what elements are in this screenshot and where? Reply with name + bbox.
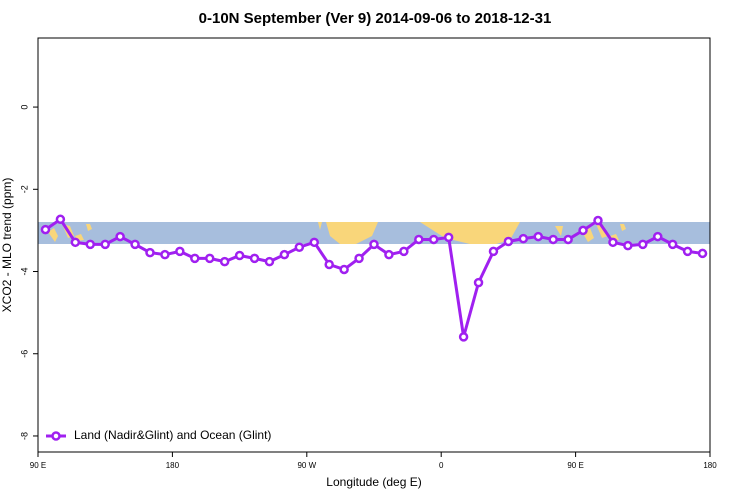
land-patch <box>318 222 378 244</box>
point <box>548 234 558 245</box>
y-tick-label: -6 <box>19 350 29 358</box>
point <box>533 231 544 242</box>
point <box>578 225 588 236</box>
x-axis-label: Longitude (deg E) <box>326 475 421 489</box>
point <box>488 246 499 257</box>
point <box>503 236 514 247</box>
point <box>324 259 334 270</box>
point <box>384 249 394 260</box>
point <box>294 242 305 253</box>
point <box>70 237 81 248</box>
point <box>667 239 678 250</box>
point <box>55 214 66 225</box>
point <box>100 239 110 250</box>
point <box>638 239 648 250</box>
x-tick-label: 90 W <box>297 461 316 470</box>
point <box>428 234 439 245</box>
point <box>219 256 230 267</box>
point <box>279 249 290 260</box>
point <box>399 246 409 257</box>
point <box>40 224 51 235</box>
x-tick-label: 90 E <box>567 461 583 470</box>
point <box>339 264 349 275</box>
y-axis-label: XCO2 - MLO trend (ppm) <box>0 178 14 313</box>
point <box>234 250 245 261</box>
point <box>443 232 454 243</box>
land-patch <box>555 224 626 242</box>
point <box>85 239 96 250</box>
plot-frame <box>37 37 711 453</box>
point <box>697 248 708 259</box>
point <box>115 231 125 242</box>
land-patch <box>420 222 520 244</box>
y-tick-label: -8 <box>19 432 29 440</box>
point <box>608 237 618 248</box>
x-tick-label: 180 <box>703 461 717 470</box>
y-tick-label: -4 <box>19 268 29 276</box>
point <box>204 253 215 264</box>
point <box>458 332 469 342</box>
point <box>175 246 185 257</box>
point <box>414 234 424 245</box>
x-tick-label: 90 E <box>30 461 46 470</box>
point <box>249 253 260 264</box>
point <box>309 237 320 248</box>
y-tick-label: 0 <box>19 105 29 110</box>
chart-title: 0-10N September (Ver 9) 2014-09-06 to 20… <box>199 10 552 27</box>
point <box>518 233 529 244</box>
y-tick-label: -2 <box>19 185 29 193</box>
point <box>369 239 379 250</box>
point <box>190 253 200 264</box>
point <box>593 215 603 226</box>
point <box>623 240 633 251</box>
x-tick-label: 0 <box>439 461 444 470</box>
point <box>473 277 484 288</box>
point <box>682 246 693 257</box>
legend-label: Land (Nadir&Glint) and Ocean (Glint) <box>74 428 271 442</box>
point <box>130 239 140 250</box>
point <box>145 247 155 258</box>
legend-marker <box>51 431 61 441</box>
point <box>652 231 663 242</box>
point <box>160 249 170 260</box>
point <box>563 234 573 245</box>
point <box>354 253 364 264</box>
point <box>264 256 275 267</box>
x-tick-label: 180 <box>166 461 180 470</box>
